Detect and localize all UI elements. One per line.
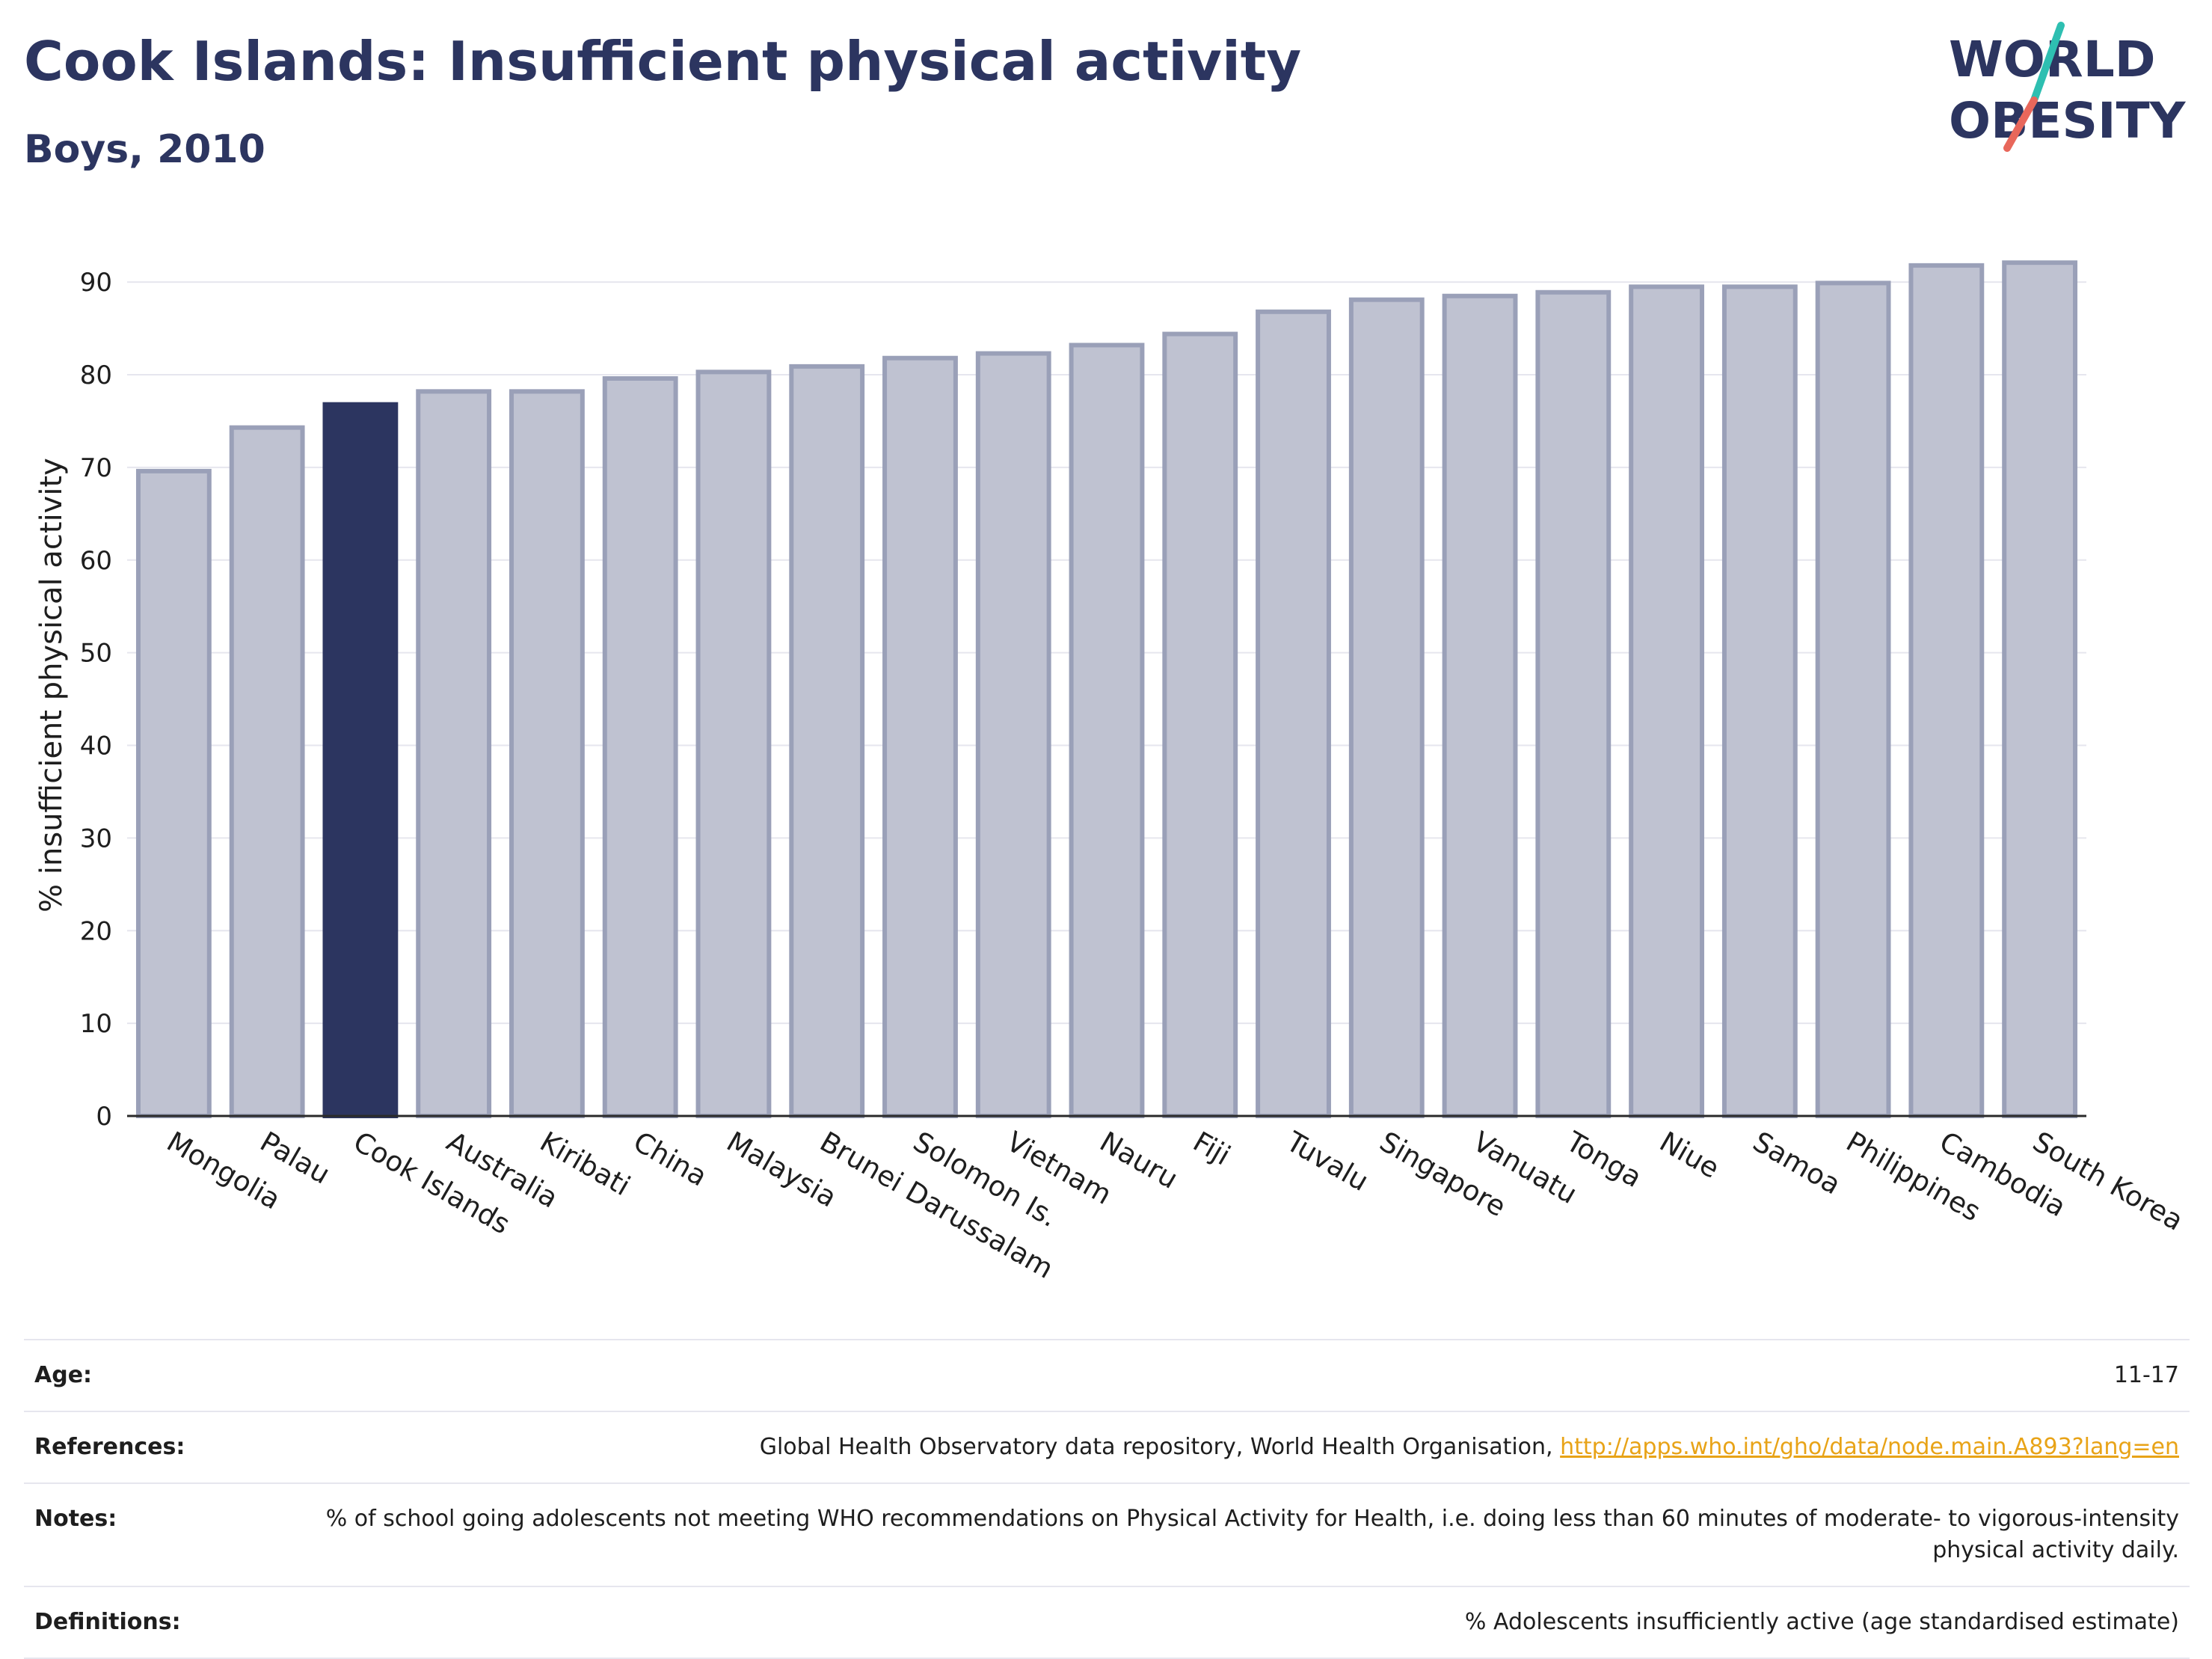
bar-samoa (1721, 284, 1798, 1118)
age-label: Age: (34, 1362, 93, 1388)
y-tick-labels: 0 10 20 30 40 50 60 70 80 90 (80, 268, 112, 1132)
bar-palau (229, 425, 305, 1118)
x-tick-label: Samoa (1748, 1126, 1846, 1201)
x-tick-label: Niue (1654, 1126, 1724, 1185)
notes-value: % of school going adolescents not meetin… (325, 1506, 2179, 1563)
definitions-label: Definitions: (34, 1609, 181, 1635)
bars (135, 260, 2078, 1119)
references-text: Global Health Observatory data repositor… (759, 1434, 1553, 1460)
bar-vanuatu (1442, 293, 1518, 1118)
x-tick-label: Cook Islands (348, 1126, 515, 1241)
y-tick-label: 20 (80, 916, 112, 946)
bar-singapore (1348, 297, 1425, 1118)
chart-title: Cook Islands: Insufficient physical acti… (24, 30, 1302, 93)
y-tick-label: 30 (80, 824, 112, 853)
age-value: 11-17 (2113, 1362, 2179, 1388)
metadata-table: Age: 11-17 References: Global Health Obs… (24, 1339, 2190, 1659)
notes-label: Notes: (34, 1506, 117, 1532)
meta-row-notes: Notes: % of school going adolescents not… (24, 1483, 2190, 1586)
y-tick-label: 80 (80, 361, 112, 390)
bar-philippines (1815, 280, 1891, 1118)
bar-tonga (1535, 289, 1612, 1118)
x-tick-label: Fiji (1188, 1126, 1235, 1172)
bar-mongolia (135, 468, 212, 1118)
y-tick-label: 70 (80, 453, 112, 483)
bar-fiji (1162, 331, 1238, 1118)
meta-row-age: Age: 11-17 (24, 1340, 2190, 1411)
y-tick-label: 40 (80, 732, 112, 761)
references-label: References: (34, 1434, 185, 1460)
references-value: Global Health Observatory data repositor… (314, 1411, 2190, 1483)
x-tick-label: China (628, 1126, 713, 1193)
bar-solomon-is (882, 355, 958, 1119)
bar-cook-islands (322, 402, 399, 1119)
x-tick-label: Tuvalu (1280, 1125, 1374, 1198)
meta-row-definitions: Definitions: % Adolescents insufficientl… (24, 1586, 2190, 1658)
bar-nauru (1069, 343, 1145, 1118)
bar-brunei-darussalam (789, 364, 865, 1119)
bar-vietnam (975, 351, 1051, 1118)
bar-malaysia (695, 369, 772, 1119)
logo-line-2: OBESITY (1949, 92, 2187, 150)
y-tick-label: 10 (80, 1009, 112, 1039)
logo-slash-teal (2030, 22, 2065, 104)
y-tick-label: 60 (80, 546, 112, 576)
meta-row-references: References: Global Health Observatory da… (24, 1411, 2190, 1483)
y-axis-title: % insufficient physical activity (34, 458, 69, 913)
bar-niue (1629, 284, 1704, 1118)
y-tick-label: 90 (80, 268, 112, 298)
bar-cambodia (1908, 263, 1985, 1119)
y-tick-label: 50 (80, 639, 112, 669)
chart-subtitle: Boys, 2010 (24, 127, 265, 172)
bar-tuvalu (1256, 309, 1331, 1118)
definitions-value: % Adolescents insufficiently active (age… (1464, 1609, 2179, 1635)
logo-slash-coral (2003, 96, 2038, 152)
world-obesity-logo: WORLD OBESITY (1949, 22, 2187, 152)
y-tick-label: 0 (96, 1102, 112, 1132)
bar-china (602, 375, 678, 1118)
bar-south-korea (2002, 260, 2078, 1118)
references-link[interactable]: http://apps.who.int/gho/data/node.main.A… (1560, 1434, 2179, 1460)
bar-kiribati (509, 389, 585, 1118)
bar-australia (416, 389, 492, 1118)
